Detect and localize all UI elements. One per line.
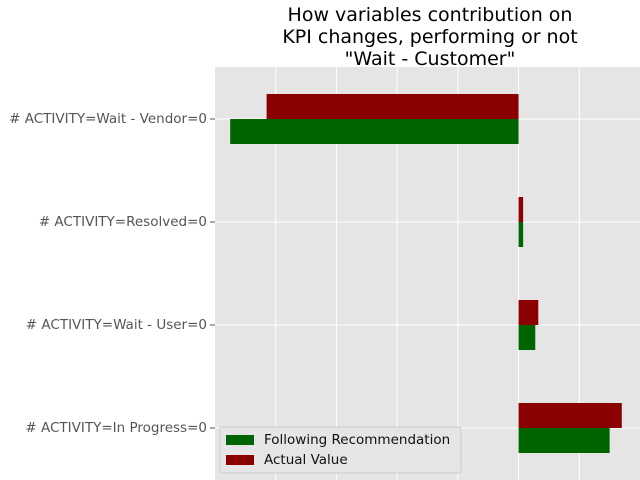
y-tick-labels: # ACTIVITY=Wait - Vendor=0 # ACTIVITY=Res…: [9, 111, 215, 436]
y-tick-label: # ACTIVITY=In Progress=0: [25, 420, 207, 436]
bar-following-recommendation: [518, 325, 536, 350]
bar-following-recommendation: [518, 222, 524, 247]
y-tick-label: # ACTIVITY=Resolved=0: [39, 214, 207, 230]
legend-swatch: [226, 435, 254, 445]
legend-box: [219, 426, 462, 474]
bar-actual-value: [518, 197, 524, 222]
chart-title-line: How variables contribution on: [288, 4, 573, 26]
legend-swatch: [226, 455, 254, 465]
y-tick-label: # ACTIVITY=Wait - User=0: [26, 317, 207, 333]
legend-label: Actual Value: [264, 452, 348, 468]
legend: Following Recommendation Actual Value: [219, 426, 462, 474]
bar-actual-value: [266, 94, 519, 119]
bars: [230, 94, 622, 453]
bar-actual-value: [518, 403, 622, 428]
bar-following-recommendation: [230, 119, 519, 144]
chart-title-line: "Wait - Customer": [345, 48, 516, 70]
chart-title-line: KPI changes, performing or not: [282, 26, 577, 48]
bar-actual-value: [518, 300, 539, 325]
legend-label: Following Recommendation: [264, 432, 450, 448]
bar-following-recommendation: [518, 428, 610, 453]
y-tick-label: # ACTIVITY=Wait - Vendor=0: [9, 111, 207, 127]
